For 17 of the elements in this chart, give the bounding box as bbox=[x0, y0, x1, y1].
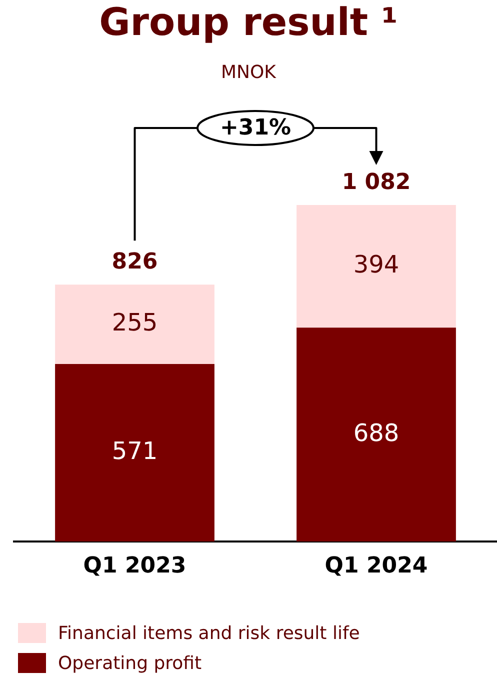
bar bbox=[55, 284, 214, 364]
x-tick-label: Q1 2023 bbox=[83, 554, 186, 579]
data-label: 571 bbox=[112, 437, 158, 466]
data-label: 688 bbox=[353, 418, 400, 447]
x-tick-label: Q1 2024 bbox=[324, 554, 428, 579]
data-label: 255 bbox=[112, 308, 158, 337]
total-label: 1 082 bbox=[342, 170, 411, 195]
bar bbox=[296, 328, 456, 542]
legend-label: Operating profit bbox=[58, 652, 202, 674]
total-label: 826 bbox=[112, 249, 158, 274]
chart-title: Group result ¹ bbox=[98, 0, 399, 44]
data-label: 394 bbox=[353, 250, 400, 279]
legend-label: Financial items and risk result life bbox=[58, 622, 360, 644]
chart-subtitle: MNOK bbox=[220, 62, 278, 83]
text: +31% bbox=[220, 116, 292, 141]
bar bbox=[55, 364, 214, 542]
bar bbox=[296, 205, 456, 328]
